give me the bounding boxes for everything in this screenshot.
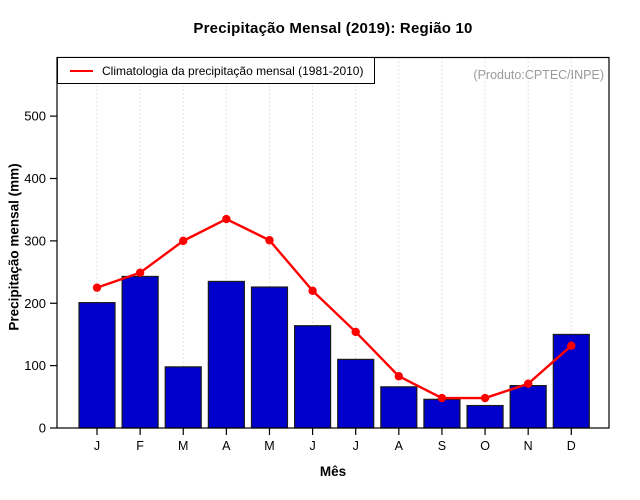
x-tick-label-7: A: [395, 439, 404, 453]
y-tick-label-500: 500: [24, 109, 46, 124]
y-tick-label-0: 0: [39, 421, 46, 436]
bar-1: [121, 275, 159, 429]
y-axis-title: Precipitação mensal (mm): [6, 163, 22, 331]
climatology-point-6: [351, 327, 360, 337]
bar-6: [337, 358, 375, 429]
climatology-point-9: [480, 393, 490, 403]
climatology-line: [95, 217, 573, 400]
x-tick-label-10: N: [524, 439, 533, 453]
y-tick-label-300: 300: [24, 233, 46, 248]
x-tick-label-6: J: [353, 439, 359, 453]
legend-line-sample: [70, 69, 93, 72]
climatology-point-1: [135, 268, 145, 277]
bar-5: [293, 325, 332, 429]
x-tick-label-8: S: [438, 439, 446, 453]
bar-2: [164, 366, 202, 429]
y-tick-label-100: 100: [24, 358, 46, 373]
climatology-point-4: [265, 236, 274, 245]
x-tick-label-5: J: [309, 439, 315, 453]
x-tick-label-0: J: [94, 439, 100, 453]
legend: Climatologia da precipitação mensal (198…: [57, 57, 375, 84]
x-tick-label-4: M: [264, 439, 274, 453]
x-tick-label-3: A: [222, 439, 231, 453]
chart-title: Precipitação Mensal (2019): Região 10: [193, 20, 473, 37]
climatology-point-10: [523, 379, 533, 388]
climatology-point-0: [92, 283, 102, 292]
bar-10: [509, 384, 547, 429]
climatology-point-2: [179, 236, 188, 246]
climatology-point-8: [437, 393, 447, 403]
bar-8: [423, 398, 461, 429]
source-note: (Produto:CPTEC/INPE): [473, 68, 604, 82]
legend-label: Climatologia da precipitação mensal (198…: [102, 63, 364, 78]
y-tick-label-200: 200: [24, 296, 46, 311]
x-tick-label-2: M: [178, 439, 188, 453]
climatology-point-7: [394, 372, 404, 381]
x-tick-label-1: F: [136, 439, 144, 453]
x-axis-title: Mês: [319, 464, 347, 479]
bar-9: [466, 404, 504, 429]
bar-3: [207, 280, 245, 429]
climatology-point-11: [567, 341, 576, 350]
climatology-point-5: [308, 286, 317, 295]
bar-4: [250, 286, 289, 429]
bar-0: [78, 302, 116, 429]
bar-11: [552, 333, 590, 429]
climatology-point-3: [222, 214, 231, 224]
x-tick-label-9: O: [480, 439, 490, 453]
x-tick-label-11: D: [567, 439, 576, 453]
bar-7: [380, 386, 418, 429]
y-tick-label-400: 400: [24, 171, 46, 186]
